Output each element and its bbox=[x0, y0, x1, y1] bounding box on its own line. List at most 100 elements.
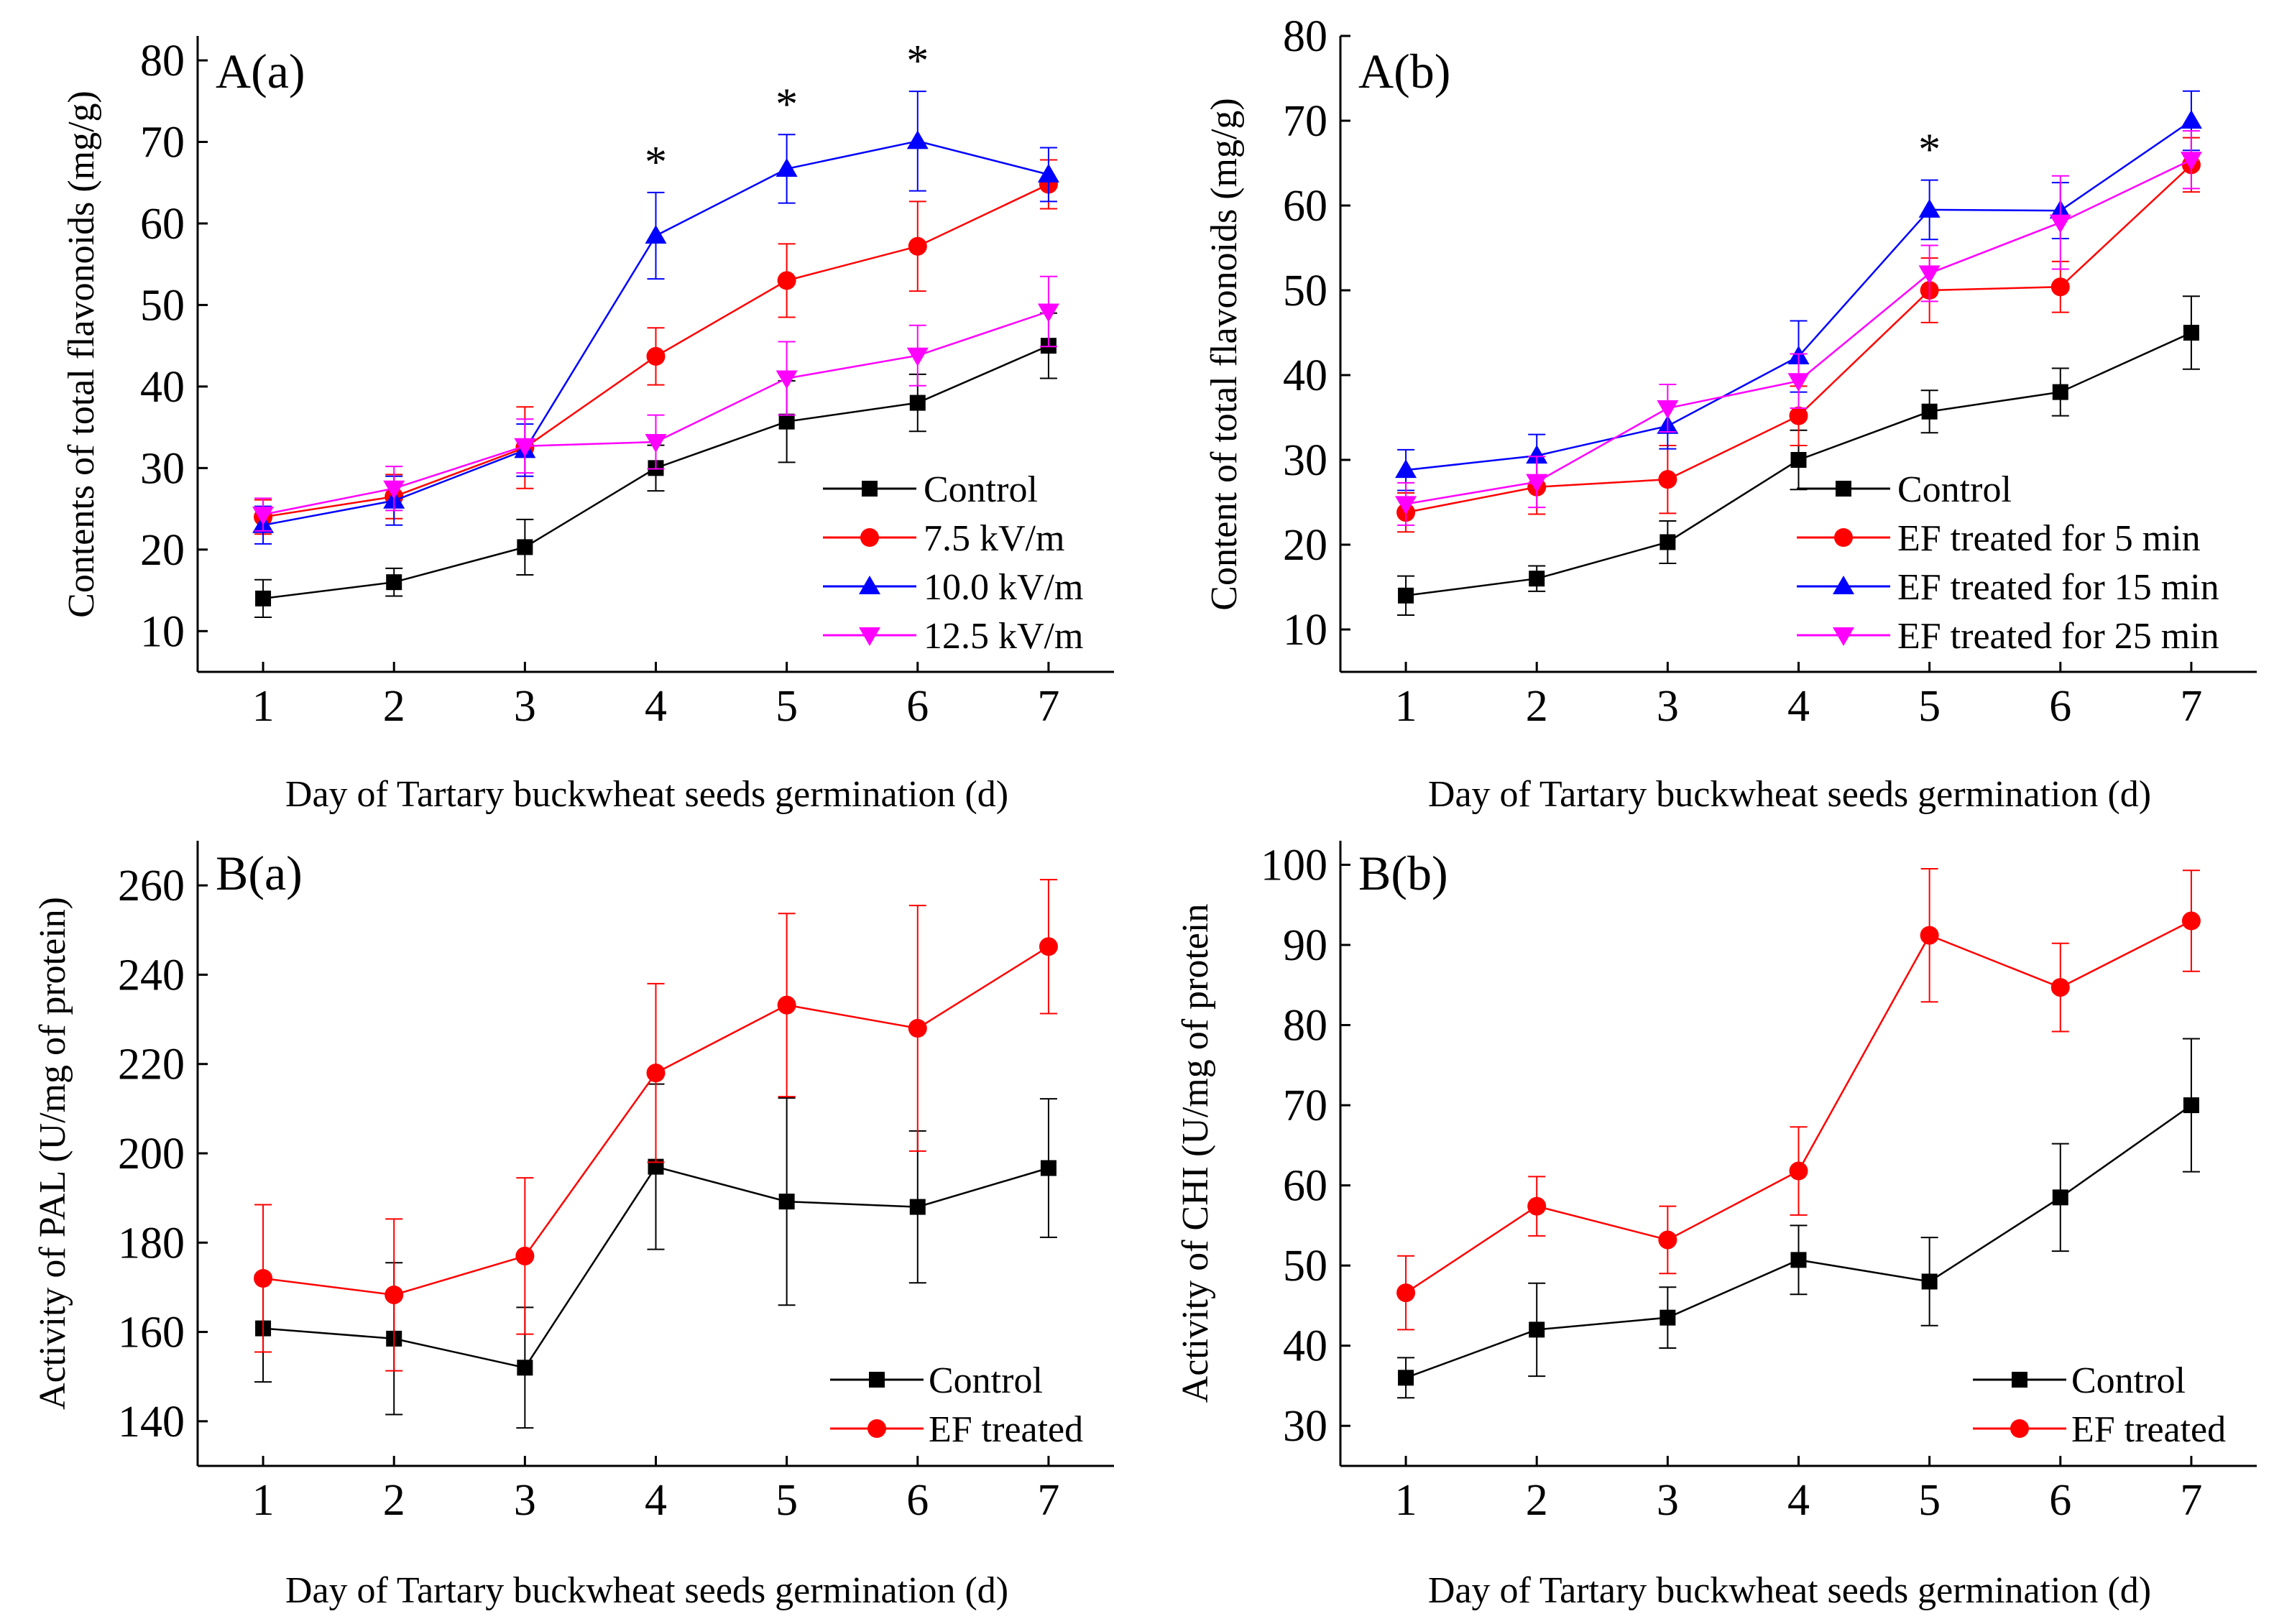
x-tick-label: 2 bbox=[383, 1476, 405, 1525]
y-tick-label: 140 bbox=[118, 1398, 185, 1447]
y-tick-label: 60 bbox=[140, 200, 185, 249]
panel-b-a-y-label: Activity of PAL (U/mg of protein) bbox=[32, 897, 73, 1410]
data-point bbox=[1395, 496, 1417, 515]
x-tick-label: 3 bbox=[1657, 682, 1679, 731]
panel-b-b-y-label: Activity of CHI (U/mg of protein bbox=[1175, 904, 1216, 1403]
panel-a-a-plot: 1 2 3 4 5 6 7 10 20 30 40 50 60 70 80 * * * bbox=[140, 37, 1059, 731]
data-point bbox=[1790, 452, 1807, 468]
x-tick-label: 1 bbox=[1395, 682, 1417, 731]
legend-label-15min: EF treated for 15 min bbox=[1897, 567, 2219, 608]
significance-star: * bbox=[775, 80, 798, 129]
panel-b-b-label: B(b) bbox=[1358, 846, 1448, 900]
panel-b-b-plot: 1 2 3 4 5 6 7 30 40 50 60 70 80 90 100 bbox=[1261, 841, 2202, 1525]
data-point bbox=[1918, 265, 1941, 285]
y-tick-label: 70 bbox=[140, 119, 185, 167]
data-point bbox=[255, 590, 272, 606]
data-point bbox=[646, 346, 666, 366]
x-tick-label: 3 bbox=[514, 682, 536, 731]
data-point bbox=[777, 271, 796, 290]
data-point bbox=[645, 434, 667, 453]
y-tick-label: 40 bbox=[140, 363, 185, 412]
panel-b-a-plot: 1 2 3 4 5 6 7 140 160 180 200 220 240 260 bbox=[118, 862, 1059, 1525]
x-tick-label: 2 bbox=[1526, 682, 1548, 731]
panel-a-a-y-label: Contents of total flavonoids (mg/g) bbox=[61, 91, 102, 618]
y-tick-label: 50 bbox=[140, 281, 185, 330]
y-tick-label: 40 bbox=[1283, 1322, 1327, 1371]
legend-marker-ef bbox=[2010, 1419, 2029, 1438]
y-tick-label: 30 bbox=[1283, 436, 1327, 485]
legend-marker-ef bbox=[867, 1419, 886, 1438]
x-tick-label: 4 bbox=[645, 1476, 667, 1525]
x-tick-label: 5 bbox=[775, 682, 798, 731]
panel-b-a: B(a) Activity of PAL (U/mg of protein) D… bbox=[32, 841, 1114, 1611]
y-tick-label: 100 bbox=[1261, 841, 1327, 890]
data-point bbox=[1790, 1252, 1807, 1268]
data-point bbox=[1789, 1161, 1808, 1181]
data-point bbox=[2181, 911, 2201, 931]
data-point bbox=[1037, 303, 1059, 323]
panel-a-b-label: A(b) bbox=[1358, 44, 1450, 98]
x-tick-label: 5 bbox=[775, 1476, 798, 1525]
data-point bbox=[1040, 1160, 1057, 1176]
x-tick-label: 1 bbox=[252, 1476, 275, 1525]
data-point bbox=[1789, 406, 1808, 425]
y-tick-label: 50 bbox=[1283, 1242, 1327, 1291]
data-point bbox=[2180, 152, 2202, 171]
data-point bbox=[1527, 1196, 1547, 1216]
legend-marker-15min bbox=[1833, 576, 1854, 594]
data-point bbox=[1526, 474, 1548, 493]
legend-label-7-5: 7.5 kV/m bbox=[924, 518, 1064, 559]
legend-marker-control bbox=[862, 481, 878, 497]
x-tick-label: 7 bbox=[1037, 682, 1059, 731]
data-point bbox=[514, 438, 536, 457]
data-point bbox=[1918, 198, 1941, 218]
y-tick-label: 80 bbox=[1283, 12, 1327, 61]
data-point bbox=[1037, 163, 1059, 183]
data-point bbox=[2183, 1097, 2199, 1114]
data-point bbox=[1658, 470, 1677, 489]
data-point bbox=[2052, 384, 2068, 400]
x-tick-label: 6 bbox=[2049, 1476, 2071, 1525]
panel-b-b-x-label: Day of Tartary buckwheat seeds germinati… bbox=[1428, 1570, 2151, 1611]
series-1 bbox=[1397, 295, 2200, 616]
data-point bbox=[386, 574, 402, 591]
panel-b-a-x-label: Day of Tartary buckwheat seeds germinati… bbox=[285, 1570, 1008, 1611]
significance-star: * bbox=[1918, 126, 1941, 175]
panel-a-a: A(a) Contents of total flavonoids (mg/g)… bbox=[61, 36, 1114, 815]
panel-b-b-legend: Control EF treated bbox=[1973, 1360, 2226, 1450]
legend-marker-5min bbox=[1834, 528, 1853, 547]
x-tick-label: 3 bbox=[1657, 1476, 1679, 1525]
y-tick-label: 70 bbox=[1283, 97, 1327, 146]
x-tick-label: 7 bbox=[2180, 682, 2202, 731]
y-tick-label: 10 bbox=[140, 607, 185, 656]
panel-a-a-legend: Control 7.5 kV/m 10.0 kV/m 12.5 kV/m bbox=[823, 469, 1083, 657]
y-tick-label: 80 bbox=[1283, 1002, 1327, 1051]
data-point bbox=[775, 157, 798, 177]
data-point bbox=[2050, 978, 2070, 997]
panel-a-b-plot: 1 2 3 4 5 6 7 10 20 30 40 50 60 70 80 * bbox=[1283, 12, 2202, 731]
legend-label-12-5: 12.5 kV/m bbox=[924, 616, 1083, 657]
y-tick-label: 70 bbox=[1283, 1081, 1327, 1130]
y-tick-label: 30 bbox=[1283, 1402, 1327, 1451]
legend-marker-25min bbox=[1833, 627, 1854, 646]
x-tick-label: 5 bbox=[1918, 682, 1941, 731]
data-point bbox=[2049, 214, 2071, 234]
y-tick-label: 200 bbox=[118, 1130, 185, 1178]
y-tick-label: 260 bbox=[118, 862, 185, 910]
y-tick-label: 90 bbox=[1283, 921, 1327, 970]
significance-star: * bbox=[906, 37, 929, 86]
significance-star: * bbox=[645, 138, 667, 187]
panel-a-b-x-label: Day of Tartary buckwheat seeds germinati… bbox=[1428, 774, 2151, 815]
legend-label-10-0: 10.0 kV/m bbox=[924, 567, 1083, 608]
panel-a-b-y-label: Content of total flavonoids (mg/g) bbox=[1204, 98, 1245, 610]
legend-marker-7-5 bbox=[860, 528, 879, 547]
data-point bbox=[1526, 445, 1548, 464]
y-tick-label: 80 bbox=[140, 37, 185, 86]
y-tick-label: 240 bbox=[118, 951, 185, 1000]
series-1 bbox=[1397, 1038, 2200, 1399]
data-point bbox=[909, 395, 926, 411]
data-point bbox=[517, 1360, 533, 1376]
series-4 bbox=[1395, 130, 2202, 526]
data-point bbox=[1529, 571, 1545, 587]
legend-label-ef: EF treated bbox=[2071, 1409, 2226, 1450]
